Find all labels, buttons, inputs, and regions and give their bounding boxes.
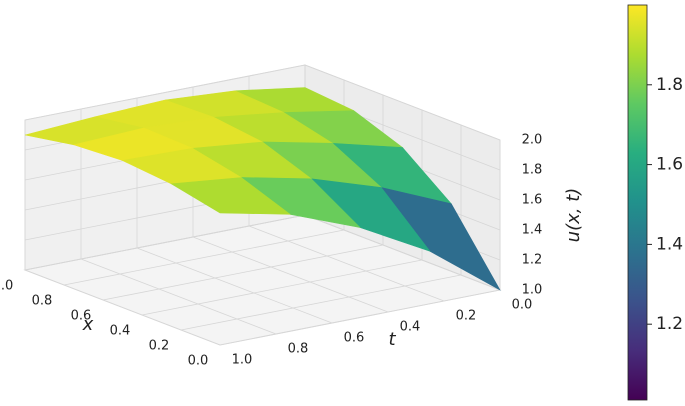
x-axis-label: x — [82, 314, 94, 335]
x-tick-label: 0.4 — [110, 324, 131, 339]
t-tick-label: 0.2 — [456, 309, 477, 324]
t-axis-label: t — [388, 329, 396, 350]
grid-line — [102, 244, 384, 301]
grid-line — [248, 225, 445, 302]
grid-line — [24, 64, 306, 121]
surface-cell — [170, 177, 291, 215]
t-tick-label: 0.6 — [344, 331, 365, 346]
grid-line — [180, 274, 462, 331]
x-tick-label: 1.0 — [0, 279, 13, 294]
colorbar-tick-label: 1.4 — [656, 234, 683, 254]
z-axis-label: u(x, t) — [563, 188, 584, 243]
x-tick-label: 0.0 — [188, 354, 209, 369]
surface — [24, 87, 501, 291]
colorbar-tick-label: 1.2 — [656, 314, 683, 334]
grid-line — [219, 289, 501, 346]
colorbar-tick-label: 1.6 — [656, 155, 683, 175]
axis-labels: x t u(x, t) — [82, 188, 584, 350]
t-tick-label: 0.4 — [400, 320, 421, 335]
z-tick-label: 1.4 — [522, 223, 543, 238]
colorbar — [627, 4, 648, 401]
grid-line — [304, 64, 501, 141]
t-tick-label: 0.0 — [512, 298, 533, 313]
z-tick-label: 1.6 — [522, 193, 543, 208]
x-tick-label: 0.2 — [149, 339, 170, 354]
grid-line — [304, 214, 501, 291]
z-tick-label: 1.0 — [522, 283, 543, 298]
z-tick-label: 2.0 — [522, 133, 543, 148]
grid-line — [141, 259, 423, 316]
grid-line — [80, 258, 277, 335]
z-tick-label: 1.8 — [522, 163, 543, 178]
x-tick-label: 0.6 — [71, 309, 92, 324]
grid-line — [136, 247, 333, 324]
z-tick-label: 1.2 — [522, 253, 543, 268]
grid-line — [63, 229, 345, 286]
colorbar-tick-label: 1.8 — [656, 75, 683, 95]
grid-line — [24, 214, 306, 271]
grid-line — [24, 269, 221, 346]
t-tick-label: 1.0 — [232, 353, 253, 368]
t-tick-label: 0.8 — [288, 342, 309, 357]
x-tick-label: 0.8 — [32, 294, 53, 309]
grid-line — [192, 236, 389, 313]
